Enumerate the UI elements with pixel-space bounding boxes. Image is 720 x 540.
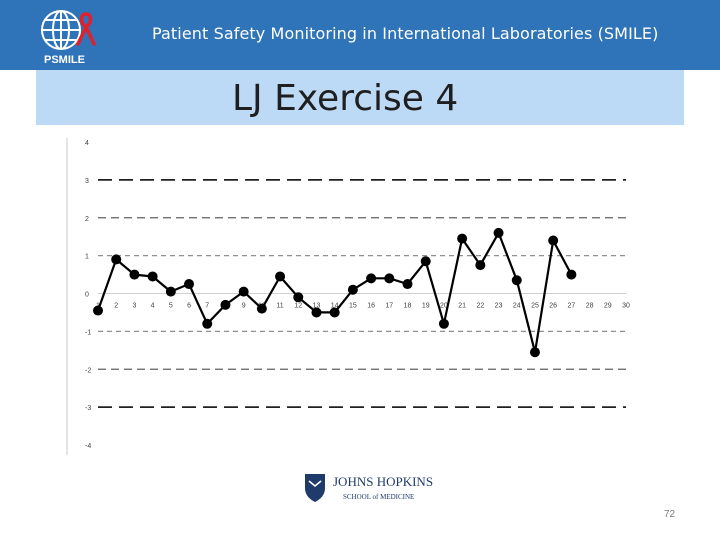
data-point (93, 305, 103, 316)
data-point (202, 318, 213, 329)
x-tick-label: 6 (187, 303, 191, 310)
data-point (529, 347, 540, 358)
johns-hopkins-logo: JOHNS HOPKINS SCHOOL of MEDICINE (305, 474, 433, 502)
x-tick-label: 14 (331, 303, 339, 310)
reference-lines (98, 178, 626, 409)
x-tick-labels: 1234567891011121314151617181920212223242… (96, 303, 630, 310)
x-tick-label: 9 (242, 303, 246, 310)
data-point (457, 233, 468, 244)
y-tick-labels: 4 3 2 1 0 -1 -2 -3 -4 (85, 140, 91, 450)
chart-axes (66, 138, 626, 455)
x-tick-label: 4 (151, 303, 155, 310)
data-point (566, 269, 577, 280)
data-point (165, 286, 176, 297)
x-tick-label: 3 (132, 303, 136, 310)
x-tick-label: 5 (169, 303, 173, 310)
x-tick-label: 23 (495, 303, 503, 310)
jh-school: SCHOOL of MEDICINE (343, 493, 414, 501)
data-point (511, 275, 522, 286)
data-series (93, 227, 577, 358)
header-title: Patient Safety Monitoring in Internation… (152, 24, 659, 43)
x-tick-label: 25 (531, 303, 539, 310)
x-tick-label: 21 (458, 303, 466, 310)
y-tick-label: 3 (85, 178, 89, 185)
x-tick-label: 28 (586, 303, 594, 310)
y-tick-label: 0 (85, 292, 89, 299)
x-tick-label: 29 (604, 303, 612, 310)
x-tick-label: 30 (622, 303, 630, 310)
data-point (147, 271, 158, 282)
x-tick-label: 17 (385, 303, 393, 310)
psmile-logo: PSMILE (41, 10, 96, 66)
y-tick-label: -3 (85, 405, 91, 412)
data-point (220, 299, 231, 310)
data-point (111, 254, 122, 265)
x-tick-label: 20 (440, 303, 448, 310)
data-point (184, 279, 195, 290)
x-tick-label: 22 (476, 303, 484, 310)
y-tick-label: -1 (85, 329, 91, 336)
data-point (293, 292, 304, 303)
y-tick-label: 4 (85, 140, 89, 147)
header-bar: PSMILE Patient Safety Monitoring in Inte… (0, 0, 720, 70)
x-tick-label: 18 (404, 303, 412, 310)
y-tick-label: -4 (85, 443, 91, 450)
x-tick-label: 24 (513, 303, 521, 310)
red-ribbon-icon (76, 12, 96, 46)
x-tick-label: 7 (205, 303, 209, 310)
data-point (420, 256, 431, 267)
x-tick-label: 15 (349, 303, 357, 310)
title-band (36, 70, 684, 125)
x-tick-label: 13 (313, 303, 321, 310)
x-tick-label: 27 (567, 303, 575, 310)
data-point (238, 286, 249, 297)
shield-icon (305, 474, 325, 502)
data-point (493, 227, 504, 238)
globe-icon (41, 10, 81, 50)
data-point (275, 271, 286, 282)
y-tick-label: 2 (85, 216, 89, 223)
data-point (347, 284, 358, 295)
data-point (256, 303, 267, 314)
logo-text: PSMILE (44, 54, 85, 66)
y-tick-label: 1 (85, 254, 89, 261)
jh-name: JOHNS HOPKINS (333, 474, 433, 489)
data-point (329, 307, 340, 318)
data-point (384, 273, 395, 284)
data-point (402, 279, 413, 290)
y-tick-label: -2 (85, 367, 91, 374)
data-point (129, 269, 140, 280)
x-tick-label: 2 (114, 303, 118, 310)
x-tick-label: 19 (422, 303, 430, 310)
data-point (311, 307, 322, 318)
data-point (438, 318, 449, 329)
data-point (475, 260, 486, 271)
data-point (366, 273, 377, 284)
data-point (548, 235, 559, 246)
x-tick-label: 11 (276, 303, 283, 310)
x-tick-label: 16 (367, 303, 375, 310)
page-number: 72 (664, 509, 676, 520)
slide-title: LJ Exercise 4 (232, 78, 459, 119)
x-tick-label: 26 (549, 303, 557, 310)
x-tick-label: 12 (294, 303, 302, 310)
